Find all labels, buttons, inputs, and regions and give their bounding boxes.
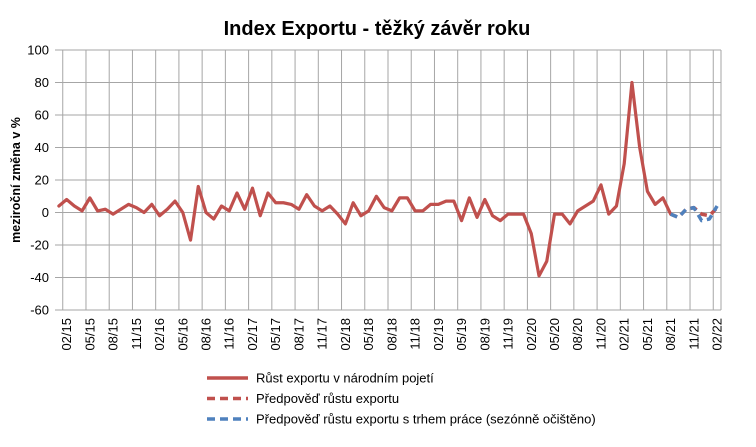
x-tick-label: 05/21 (640, 318, 655, 351)
legend-label: Předpověď růstu exportu (256, 391, 399, 406)
x-tick-label: 05/19 (454, 318, 469, 351)
x-tick-label: 08/20 (570, 318, 585, 351)
y-tick-label: 100 (27, 43, 49, 58)
series-line (57, 80, 673, 278)
x-tick-label: 08/19 (477, 318, 492, 351)
x-tick-label: 02/20 (524, 318, 539, 351)
plot-area: -60 -40 -20 0 20 40 60 80 100 02/15 05/15 08/15 11/1… (27, 43, 724, 351)
x-tick-label: 11/15 (129, 318, 144, 350)
x-tick-label: 02/21 (617, 318, 632, 351)
chart-title: Index Exportu - těžký závěr roku (224, 18, 531, 40)
x-tick-label: 11/17 (315, 318, 330, 350)
x-tick-label: 02/17 (245, 318, 260, 351)
x-tick-label: 08/16 (199, 318, 214, 351)
y-tick-label: 80 (35, 75, 49, 90)
x-tick-label: 11/16 (222, 318, 237, 350)
x-tick-label: 05/16 (175, 318, 190, 351)
y-tick-label: -20 (30, 238, 49, 253)
x-tick-label: 11/18 (408, 318, 423, 350)
legend-label: Růst exportu v národním pojetí (256, 371, 434, 386)
y-tick-label: 40 (35, 140, 49, 155)
x-tick-label: 02/19 (431, 318, 446, 351)
x-tick-label: 11/19 (501, 318, 516, 350)
y-axis-label: meziroční změna v % (9, 117, 23, 243)
y-tick-label: 0 (42, 205, 49, 220)
x-tick-label: 02/15 (59, 318, 74, 351)
y-tick-label: 20 (35, 173, 49, 188)
y-tick-label: 60 (35, 108, 49, 123)
series-line (669, 205, 719, 223)
y-tick-label: -60 (30, 303, 49, 318)
x-tick-label: 11/21 (686, 318, 701, 350)
x-tick-label: 08/17 (291, 318, 306, 351)
legend: Růst exportu v národním pojetí Předpověď … (207, 371, 596, 427)
x-tick-label: 05/17 (268, 318, 283, 351)
x-tick-label: 02/18 (338, 318, 353, 351)
x-tick-label: 05/15 (82, 318, 97, 351)
x-tick-label: 08/18 (384, 318, 399, 351)
y-tick-label: -40 (30, 270, 49, 285)
x-tick-label: 02/22 (710, 318, 725, 351)
x-tick-label: 05/20 (547, 318, 562, 351)
legend-label: Předpověď růstu exportu s trhem práce (s… (256, 412, 596, 427)
x-tick-label: 08/21 (663, 318, 678, 351)
x-tick-label: 02/16 (152, 318, 167, 351)
x-tick-label: 11/20 (593, 318, 608, 350)
x-tick-label: 05/18 (361, 318, 376, 351)
x-tick-label: 08/15 (106, 318, 121, 351)
